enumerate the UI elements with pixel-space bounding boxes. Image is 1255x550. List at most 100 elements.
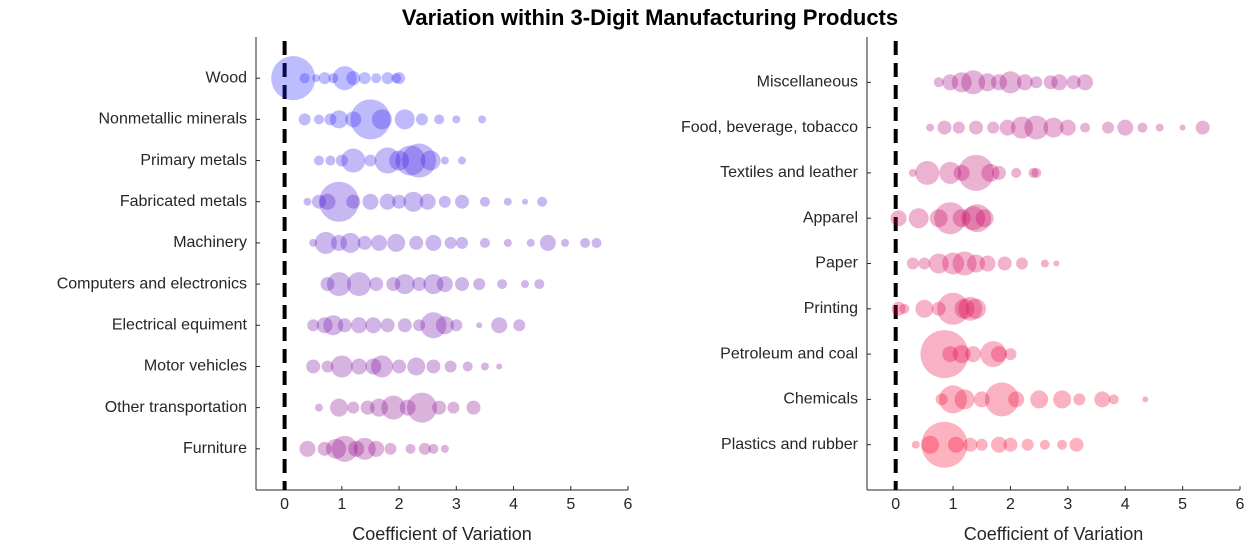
- y-tick-label: Fabricated metals: [120, 193, 247, 210]
- y-tick-label: Primary metals: [140, 152, 247, 169]
- bubble: [346, 194, 361, 209]
- bubble: [332, 66, 357, 91]
- bubble: [975, 438, 988, 451]
- bubble: [1028, 167, 1039, 178]
- bubble: [1066, 75, 1081, 90]
- bubble: [368, 440, 385, 457]
- bubble: [952, 251, 977, 276]
- bubble: [915, 299, 934, 318]
- bubble: [440, 444, 449, 453]
- bubble: [963, 204, 992, 233]
- bubble: [386, 277, 401, 292]
- y-tick-label: Textiles and leather: [720, 164, 859, 181]
- bubble: [303, 197, 312, 206]
- bubble: [979, 255, 996, 272]
- bubble: [346, 71, 361, 86]
- bubble: [428, 443, 439, 454]
- bubble: [1043, 117, 1064, 138]
- y-tick-label: Plastics and rubber: [721, 436, 859, 453]
- bubble: [961, 70, 986, 95]
- bubble: [954, 389, 975, 410]
- bubble: [350, 99, 391, 140]
- bubble: [394, 274, 415, 295]
- y-tick-label: Food, beverage, tobacco: [681, 119, 858, 136]
- x-tick-label: 4: [509, 496, 518, 513]
- bubble: [420, 150, 441, 171]
- bubble: [340, 232, 361, 253]
- bubble: [1080, 122, 1091, 133]
- bubble: [497, 279, 508, 290]
- bubble: [397, 318, 412, 333]
- bubble: [456, 236, 469, 249]
- x-tick-label: 6: [1236, 496, 1245, 513]
- bubble: [915, 160, 940, 185]
- bubble: [1021, 438, 1034, 451]
- bubble: [1137, 122, 1148, 133]
- bubble: [313, 155, 324, 166]
- bubble: [1008, 391, 1025, 408]
- bubble: [371, 73, 382, 84]
- bubble: [491, 317, 508, 334]
- y-tick-label: Electrical equiment: [112, 316, 248, 333]
- figure-title: Variation within 3-Digit Manufacturing P…: [402, 5, 898, 30]
- bubble: [1010, 116, 1033, 139]
- bubble: [999, 71, 1022, 94]
- bubble: [394, 109, 415, 130]
- x-tick-label: 1: [949, 496, 958, 513]
- bubble: [341, 148, 366, 173]
- bubble: [990, 346, 1007, 363]
- bubble: [1004, 348, 1017, 361]
- bubble: [418, 442, 431, 455]
- bubble: [1003, 437, 1018, 452]
- bubble: [479, 237, 490, 248]
- x-axis-label: Coefficient of Variation: [964, 524, 1143, 544]
- bubble: [929, 209, 948, 228]
- y-tick-label: Petroleum and coal: [720, 345, 858, 362]
- bubble: [395, 145, 426, 176]
- bubble: [534, 279, 545, 290]
- bubble: [1179, 124, 1186, 131]
- bubble: [432, 400, 447, 415]
- bubble: [480, 362, 489, 371]
- bubble: [951, 72, 972, 93]
- bubble: [312, 74, 321, 83]
- bubble: [965, 346, 982, 363]
- bubble: [407, 357, 426, 376]
- bubble: [908, 208, 929, 229]
- bubble: [1039, 439, 1050, 450]
- bubble: [314, 231, 337, 254]
- bubble: [921, 435, 940, 454]
- bubble: [990, 436, 1007, 453]
- bubble: [450, 319, 463, 332]
- bubble: [997, 256, 1012, 271]
- bubble: [314, 403, 323, 412]
- bubble: [580, 237, 591, 248]
- bubble: [364, 154, 377, 167]
- bubble: [1016, 74, 1033, 91]
- bubble: [405, 443, 416, 454]
- bubble: [954, 298, 975, 319]
- bubble: [370, 355, 393, 378]
- bubble: [1030, 390, 1049, 409]
- bubble: [1024, 115, 1049, 140]
- bubble: [939, 161, 962, 184]
- bubble: [374, 147, 401, 174]
- bubble: [419, 193, 436, 210]
- bubble: [539, 234, 556, 251]
- bubble: [891, 301, 906, 316]
- bubble: [455, 277, 470, 292]
- bubble: [371, 234, 388, 251]
- bubble: [933, 77, 944, 88]
- bubble: [899, 303, 910, 314]
- bubble: [975, 209, 994, 228]
- bubble: [387, 233, 406, 252]
- bubble: [503, 197, 512, 206]
- bubble: [952, 209, 971, 228]
- bubble: [369, 277, 384, 292]
- bubble: [434, 114, 445, 125]
- bubble: [365, 358, 382, 375]
- bubble: [317, 441, 332, 456]
- bubble: [426, 359, 441, 374]
- bubble: [324, 113, 337, 126]
- bubble: [316, 317, 333, 334]
